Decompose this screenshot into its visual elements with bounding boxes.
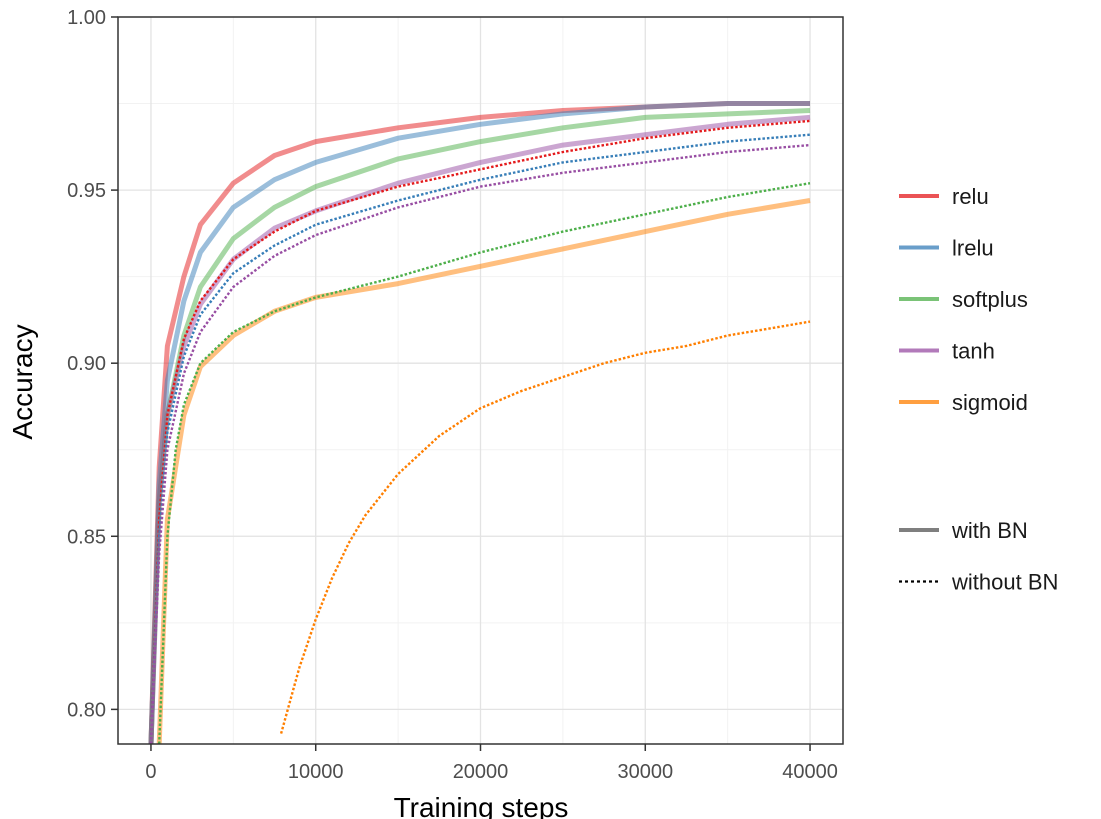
x-tick-label: 10000: [288, 761, 344, 783]
series-line-lrelu-without-bn: [149, 133, 811, 744]
series-line-tanh-with-bn: [148, 114, 811, 744]
series-line-softplus-without-bn: [158, 182, 811, 744]
y-tick-label: 1.00: [67, 7, 106, 29]
legend-label-with-bn: with BN: [951, 518, 1028, 543]
series-line-tanh-without-bn: [149, 143, 811, 744]
x-tick-label: 20000: [453, 761, 509, 783]
y-tick-label: 0.85: [67, 526, 106, 548]
series-line-sigmoid-with-bn: [156, 198, 811, 744]
x-tick-label: 0: [145, 761, 156, 783]
legend-label-relu: relu: [952, 184, 989, 209]
legend-label-lrelu: lrelu: [952, 236, 994, 261]
legend-label-tanh: tanh: [952, 339, 995, 364]
y-tick-label: 0.95: [67, 180, 106, 202]
y-tick-label: 0.80: [67, 699, 106, 721]
legend-label-softplus: softplus: [952, 287, 1028, 312]
series-line-sigmoid-without-bn: [279, 320, 811, 734]
x-axis-title: Training steps: [394, 792, 569, 819]
legend-label-without-bn: without BN: [951, 570, 1058, 595]
x-tick-label: 30000: [617, 761, 673, 783]
x-tick-label: 40000: [782, 761, 838, 783]
series-line-relu-without-bn: [149, 119, 811, 744]
series-layer: [148, 101, 811, 744]
y-tick-label: 0.90: [67, 353, 106, 375]
axes: 0 10000 20000 30000 40000 0.80 0.85 0.90 0.95 1.0…: [67, 7, 838, 783]
series-line-lrelu-with-bn: [148, 101, 810, 744]
legend: relu lrelu softplus tanh sigmoid with BN witho…: [899, 184, 1058, 595]
y-axis-title: Accuracy: [7, 324, 38, 439]
legend-label-sigmoid: sigmoid: [952, 390, 1028, 415]
